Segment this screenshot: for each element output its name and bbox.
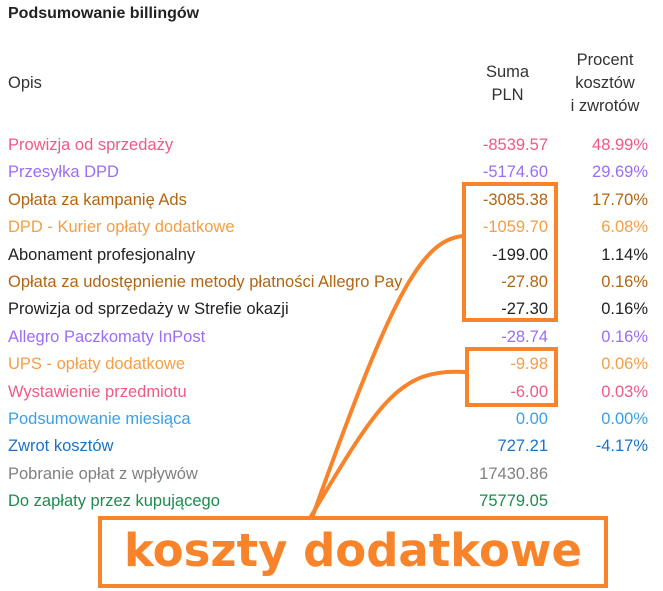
row-label: Do zapłaty przez kupującego (8, 492, 220, 511)
row-label: Abonament profesjonalny (8, 245, 196, 264)
row-sum: -9.98 (510, 355, 548, 374)
table-row: Zwrot kosztów 727.21 -4.17% (0, 433, 663, 460)
table-row: DPD - Kurier opłaty dodatkowe -1059.70 6.0… (0, 214, 663, 241)
header-line: kosztów (575, 74, 635, 92)
highlight-box (465, 347, 558, 407)
row-sum: -28.74 (501, 327, 548, 346)
row-sum: -8539.57 (482, 136, 548, 154)
highlight-box (462, 182, 558, 322)
row-sum: 17430.86 (479, 464, 548, 483)
row-sum: 727.21 (497, 437, 548, 456)
row-label: Podsumowanie miesiąca (8, 410, 191, 428)
row-label: Zwrot kosztów (8, 437, 114, 456)
table-row: Allegro Paczkomaty InPost -28.74 0.16% (0, 324, 663, 351)
row-label: Opłata za kampanię Ads (8, 190, 187, 209)
table-row: Abonament profesjonalny -199.00 1.14% (0, 242, 663, 269)
row-percent: 0.16% (601, 300, 648, 319)
column-header-desc: Opis (8, 74, 42, 92)
table-row: Pobranie opłat z wpływów 17430.86 (0, 461, 663, 488)
annotation-label: koszty dodatkowe (98, 516, 608, 588)
header-line: PLN (491, 86, 524, 104)
row-percent: 0.03% (601, 382, 648, 401)
row-percent: 48.99% (592, 136, 648, 154)
table-row: Podsumowanie miesiąca 0.00 0.00% (0, 406, 663, 433)
header-line: Procent (576, 51, 634, 69)
table-row: Do zapłaty przez kupującego 75779.05 (0, 488, 663, 515)
row-sum: 0.00 (515, 410, 548, 428)
column-header-sum: Suma PLN (470, 61, 545, 107)
table-row: Opłata za udostępnienie metody płatności… (0, 269, 663, 296)
table-row: Przesyłka DPD -5174.60 29.69% (0, 159, 663, 186)
page-title: Podsumowanie billingów (8, 5, 200, 22)
row-label: DPD - Kurier opłaty dodatkowe (8, 218, 235, 237)
row-percent: 0.00% (601, 410, 648, 428)
column-header-pct: Procent kosztów i zwrotów (560, 49, 650, 118)
row-percent: 0.16% (601, 273, 648, 291)
row-label: Opłata za udostępnienie metody płatności… (8, 273, 403, 291)
row-percent: 17.70% (592, 190, 648, 209)
row-sum: -3085.38 (482, 190, 548, 209)
table-row: Wystawienie przedmiotu -6.00 0.03% (0, 379, 663, 406)
row-sum: 75779.05 (479, 492, 548, 511)
header-line: Suma (485, 63, 530, 81)
table-row: UPS - opłaty dodatkowe -9.98 0.06% (0, 351, 663, 378)
row-label: Allegro Paczkomaty InPost (8, 327, 206, 346)
row-label: Prowizja od sprzedaży (8, 136, 174, 154)
row-label: Przesyłka DPD (8, 163, 119, 182)
row-sum: -5174.60 (482, 163, 548, 182)
table-row: Prowizja od sprzedaży w Strefie okazji -2… (0, 296, 663, 323)
annotation-curve (310, 234, 464, 519)
row-percent: 0.06% (601, 355, 648, 374)
row-sum: -27.30 (501, 300, 548, 319)
row-sum: -6.00 (510, 382, 548, 401)
row-label: Wystawienie przedmiotu (8, 382, 187, 401)
row-label: UPS - opłaty dodatkowe (8, 355, 186, 374)
row-percent: -4.17% (595, 437, 648, 456)
row-percent: 6.08% (601, 218, 648, 237)
row-percent: 1.14% (601, 245, 648, 264)
table-row: Opłata za kampanię Ads -3085.38 17.70% (0, 187, 663, 214)
row-sum: -199.00 (492, 245, 548, 264)
row-sum: -1059.70 (482, 218, 548, 237)
row-percent: 29.69% (592, 163, 648, 182)
header-line: i zwrotów (570, 97, 640, 115)
row-percent: 0.16% (601, 327, 648, 346)
row-label: Prowizja od sprzedaży w Strefie okazji (8, 300, 289, 319)
row-sum: -27.80 (501, 273, 548, 291)
annotation-curve (308, 369, 467, 520)
row-label: Pobranie opłat z wpływów (8, 464, 198, 483)
table-row: Prowizja od sprzedaży -8539.57 48.99% (0, 132, 663, 159)
